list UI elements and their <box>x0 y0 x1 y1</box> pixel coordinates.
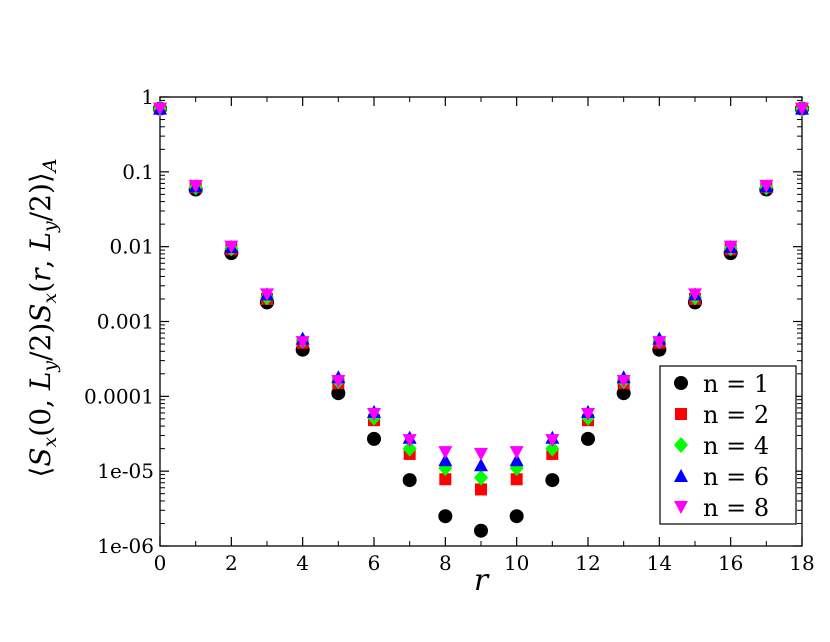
y-axis-label-text: ⟨Sx(0, Ly/2)Sx(r, Ly/2)⟩A <box>24 158 61 477</box>
data-point <box>474 458 488 472</box>
data-point <box>331 375 346 389</box>
y-tick-label: 0.01 <box>109 235 154 259</box>
legend-label: n = 6 <box>703 463 769 491</box>
y-tick-label: 1e-06 <box>97 534 154 558</box>
data-point <box>474 523 488 538</box>
data-points <box>153 100 809 538</box>
legend-marker <box>674 469 688 482</box>
data-point <box>545 473 560 488</box>
x-tick-label: 10 <box>504 551 529 575</box>
legend-label: n = 1 <box>703 370 769 398</box>
x-tick-label: 18 <box>789 551 814 575</box>
data-point <box>616 375 631 389</box>
data-point <box>402 473 417 488</box>
data-point <box>402 434 417 448</box>
data-point <box>545 434 560 448</box>
data-point <box>153 102 167 116</box>
data-point <box>367 408 381 422</box>
legend-label: n = 2 <box>703 401 769 429</box>
data-point <box>688 288 702 302</box>
data-point <box>795 102 809 116</box>
y-tick-label: 1e-05 <box>97 459 154 483</box>
x-tick-label: 2 <box>225 551 238 575</box>
x-tick-label: 16 <box>718 551 743 575</box>
x-tick-label: 12 <box>575 551 600 575</box>
data-point <box>545 440 560 457</box>
data-point <box>260 288 274 302</box>
legend-marker <box>674 501 688 514</box>
series-5 <box>153 102 809 461</box>
y-axis-label: ⟨Sx(0, Ly/2)Sx(r, Ly/2)⟩A <box>24 158 61 477</box>
data-point <box>331 386 346 401</box>
data-point <box>439 473 452 486</box>
legend: n = 1 n = 2 n = 4 n = 6 n = 8 <box>659 365 797 525</box>
data-point <box>224 240 239 254</box>
legend-marker <box>674 376 688 390</box>
data-point <box>367 431 381 446</box>
data-point <box>509 446 524 460</box>
data-point <box>474 469 488 486</box>
legend-label: n = 4 <box>703 432 769 460</box>
legend-marker <box>675 408 687 420</box>
data-point <box>188 179 203 193</box>
x-tick-label: 6 <box>368 551 381 575</box>
data-point <box>723 240 738 254</box>
x-tick-label: 4 <box>296 551 309 575</box>
data-point <box>474 447 488 461</box>
y-tick-label: 0.001 <box>97 310 154 334</box>
x-axis-label: r <box>474 563 490 598</box>
data-point <box>581 408 595 422</box>
data-point <box>475 483 487 496</box>
legend-marker <box>674 437 688 453</box>
y-tick-label: 0.1 <box>122 160 154 184</box>
data-point <box>509 509 524 524</box>
x-tick-label: 14 <box>647 551 672 575</box>
legend-label: n = 8 <box>703 494 769 522</box>
data-point <box>295 336 310 350</box>
y-tick-label: 0.0001 <box>84 384 154 408</box>
data-point <box>402 440 417 457</box>
data-point <box>759 179 774 193</box>
data-point <box>616 386 631 401</box>
x-tick-label: 0 <box>154 551 167 575</box>
data-point <box>509 453 524 467</box>
data-point <box>510 473 523 486</box>
data-point <box>652 336 667 350</box>
y-tick-label: 1 <box>141 85 154 109</box>
data-point <box>438 509 453 524</box>
x-tick-label: 8 <box>439 551 452 575</box>
data-point <box>438 453 453 467</box>
data-point <box>438 446 453 460</box>
data-point <box>581 431 595 446</box>
